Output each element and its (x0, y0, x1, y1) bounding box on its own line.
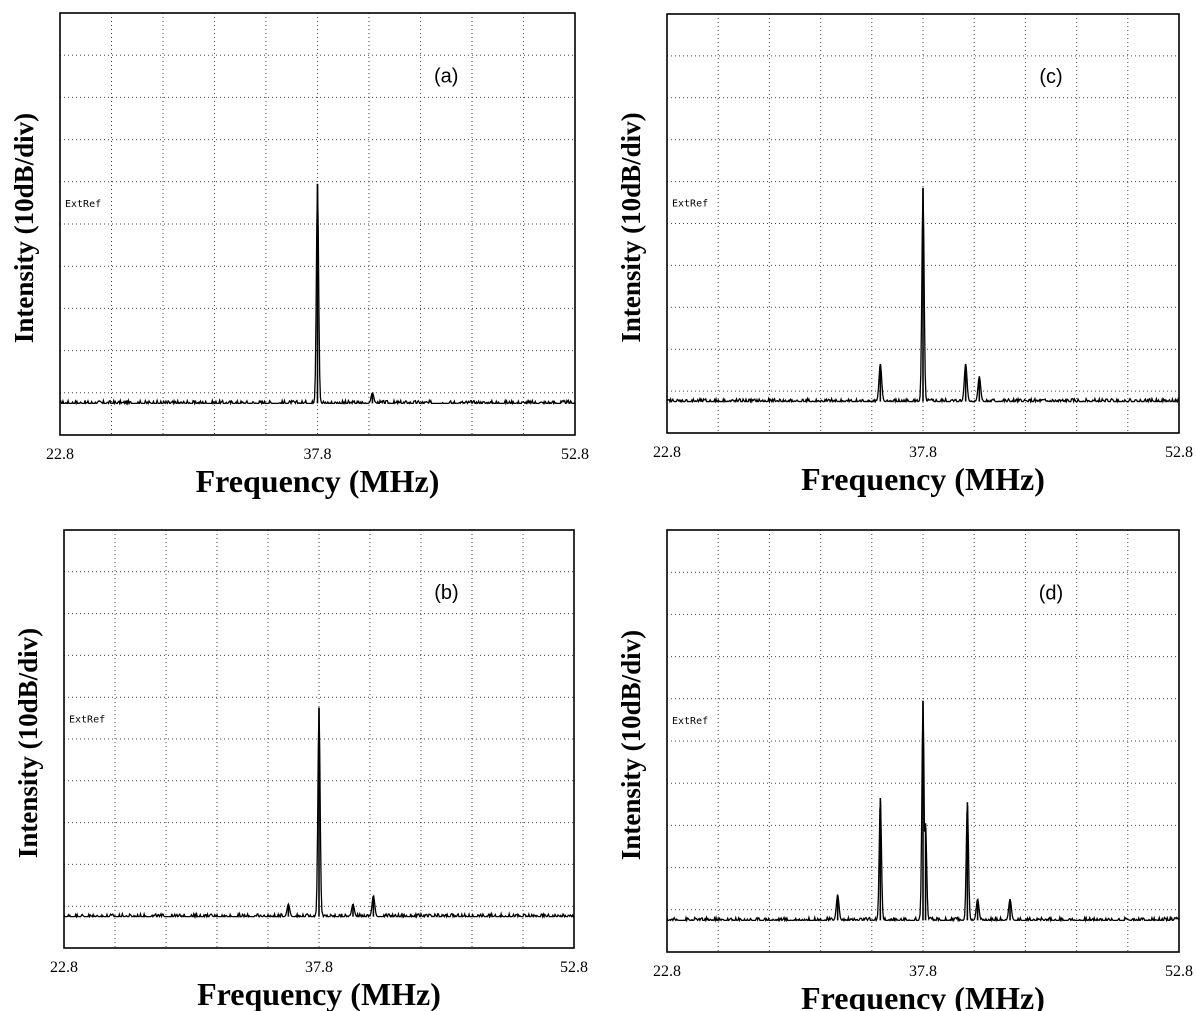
plot-frame (666, 13, 1180, 434)
plot-frame (59, 12, 576, 436)
extref-annotation: ExtRef (672, 716, 708, 727)
plot-frame (63, 529, 575, 949)
x-axis-label: Frequency (MHz) (197, 976, 441, 1011)
chart-panel-1: 22.8 37.8 52.8 Frequency (MHz) Intensity (10… (9, 12, 589, 499)
panel-label: (b) (434, 582, 458, 604)
x-tick-label: 22.8 (653, 963, 681, 980)
x-axis-label: Frequency (MHz) (801, 980, 1045, 1011)
plot-frame (666, 529, 1180, 953)
y-axis-label: Intensity (10dB/div) (616, 630, 646, 860)
panel-label: (a) (434, 66, 458, 88)
x-tick-label: 52.8 (560, 959, 588, 976)
x-tick-label: 37.8 (909, 963, 937, 980)
x-tick-label: 37.8 (909, 444, 937, 461)
x-axis-label: Frequency (MHz) (196, 463, 440, 499)
chart-panel-4: 22.8 37.8 52.8 Frequency (MHz) Intensity (10… (616, 529, 1193, 1011)
y-axis-label: Intensity (10dB/div) (13, 628, 43, 858)
x-tick-label: 52.8 (561, 446, 589, 463)
extref-annotation: ExtRef (69, 714, 105, 725)
chart-panel-2: 22.8 37.8 52.8 Frequency (MHz) Intensity (10… (13, 529, 588, 1011)
y-axis-label: Intensity (10dB/div) (9, 113, 39, 343)
x-axis-label: Frequency (MHz) (801, 461, 1045, 497)
x-tick-label: 37.8 (304, 446, 332, 463)
x-tick-label: 37.8 (305, 959, 333, 976)
chart-panel-3: 22.8 37.8 52.8 Frequency (MHz) Intensity (10… (616, 13, 1193, 497)
panel-label: (d) (1039, 583, 1063, 605)
extref-annotation: ExtRef (65, 199, 101, 210)
x-tick-label: 22.8 (50, 959, 78, 976)
x-tick-label: 22.8 (653, 444, 681, 461)
panel-label: (c) (1039, 66, 1062, 88)
x-tick-label: 52.8 (1165, 444, 1193, 461)
y-axis-label: Intensity (10dB/div) (616, 112, 646, 342)
x-tick-label: 22.8 (46, 446, 74, 463)
x-tick-label: 52.8 (1165, 963, 1193, 980)
extref-annotation: ExtRef (672, 199, 708, 210)
